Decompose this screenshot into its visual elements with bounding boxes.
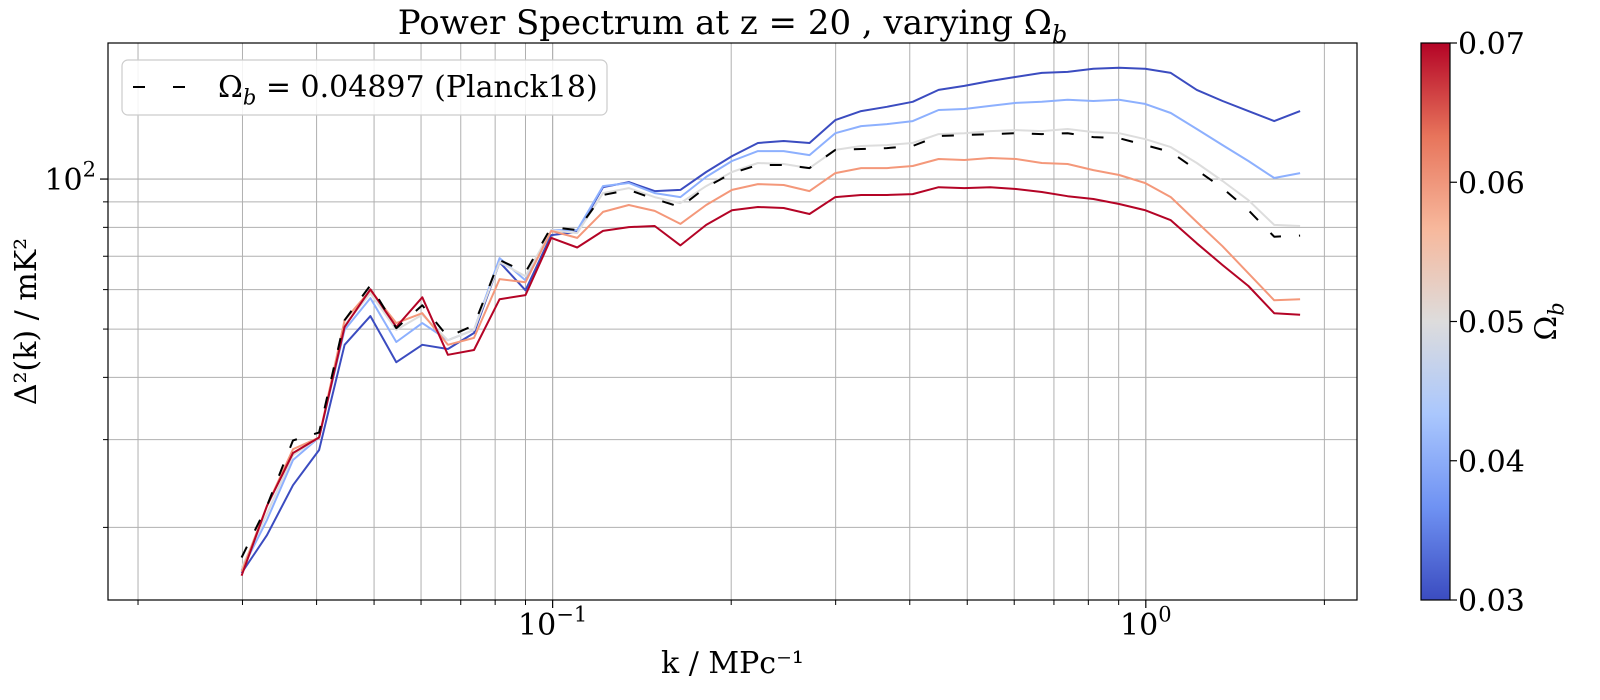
legend-label-part: = 0.04897 (Planck18) xyxy=(256,70,597,105)
x-tick-label-part: 0 xyxy=(1158,603,1171,627)
legend-box xyxy=(121,59,608,116)
chart-title-part: Power Spectrum at z = 20 , varying Ω xyxy=(398,3,1052,43)
colorbar xyxy=(1420,42,1451,601)
colorbar-tick-label: 0.05 xyxy=(1458,306,1525,341)
series-line xyxy=(240,128,1301,569)
colorbar-tick-label: 0.03 xyxy=(1458,584,1525,619)
colorbar-tick-label: 0.06 xyxy=(1458,166,1525,201)
y-tick-label: 102 xyxy=(44,158,96,199)
chart-title: Power Spectrum at z = 20 , varying Ωb xyxy=(398,3,1068,49)
y-tick-label-part: 10 xyxy=(44,163,82,198)
chart-title-part: b xyxy=(1052,21,1067,49)
x-tick-label-part: 10 xyxy=(1120,608,1158,643)
x-tick-label: 100 xyxy=(1120,603,1172,644)
series-line xyxy=(240,157,1301,573)
series-line xyxy=(240,66,1301,574)
y-axis-label: Δ²(k) / mK² xyxy=(9,238,44,405)
series-line xyxy=(240,98,1301,571)
colorbar-tick-label: 0.04 xyxy=(1458,445,1525,480)
colorbar-label: Ωb xyxy=(1529,302,1569,340)
x-axis-label: k / MPc⁻¹ xyxy=(661,646,804,681)
x-tick-label-part: 10 xyxy=(518,608,556,643)
legend-label: Ωb = 0.04897 (Planck18) xyxy=(218,70,598,110)
x-tick-label: 10−1 xyxy=(518,603,587,644)
y-tick-label-part: 2 xyxy=(83,158,96,182)
colorbar-label-part: Ω xyxy=(1529,316,1564,341)
colorbar-tick-label: 0.07 xyxy=(1458,27,1525,62)
x-tick-label-part: −1 xyxy=(556,603,587,627)
legend-label-part: b xyxy=(243,86,256,110)
series-line xyxy=(240,186,1301,577)
series-line xyxy=(240,132,1301,558)
plot-frame xyxy=(107,42,1358,601)
legend-label-part: Ω xyxy=(218,70,243,105)
colorbar-label-part: b xyxy=(1545,302,1569,315)
